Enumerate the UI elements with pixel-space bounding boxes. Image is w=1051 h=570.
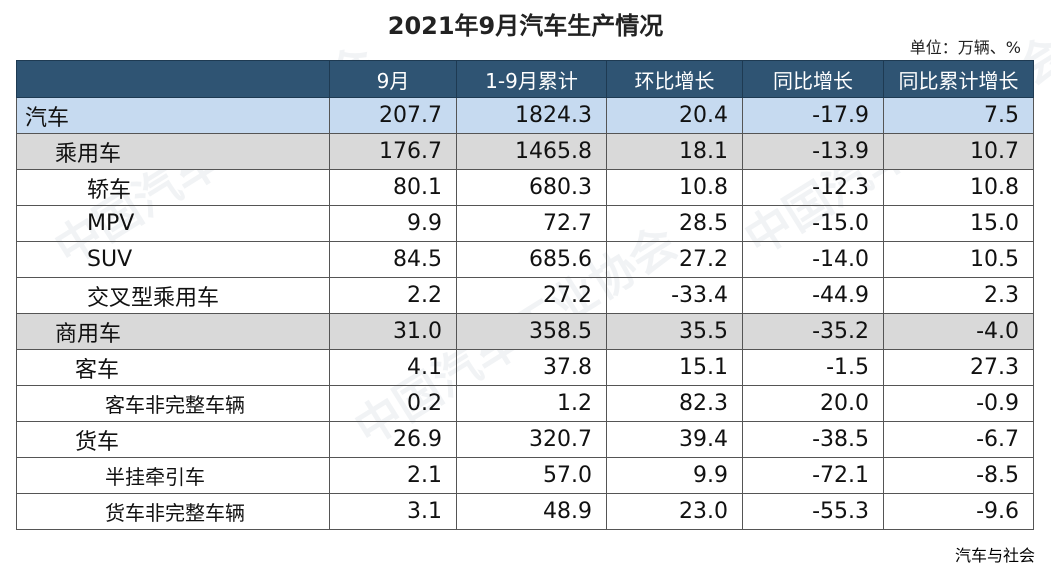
row-label: SUV: [16, 241, 330, 278]
table-cell: -38.5: [742, 421, 884, 458]
table-cell: -55.3: [742, 493, 884, 530]
row-label: 轿车: [16, 169, 330, 206]
table-cell: 680.3: [456, 169, 607, 206]
table-cell: -8.5: [883, 457, 1034, 494]
unit-label: 单位：万辆、%: [909, 38, 1021, 57]
table-cell: 1465.8: [456, 133, 607, 170]
table-cell: 1824.3: [456, 97, 607, 134]
table-cell: 18.1: [606, 133, 743, 170]
table-cell: 37.8: [456, 349, 607, 386]
table-row: 货车非完整车辆 3.1 48.9 23.0 -55.3 -9.6: [16, 493, 1034, 530]
column-header-september: 9月: [329, 60, 457, 98]
row-label: 客车非完整车辆: [16, 385, 330, 422]
table-cell: 2.2: [329, 277, 457, 314]
table-cell: 31.0: [329, 313, 457, 350]
table-cell: 20.0: [742, 385, 884, 422]
header-row: 9月 1-9月累计 环比增长 同比增长 同比累计增长: [16, 60, 1034, 98]
table-cell: 207.7: [329, 97, 457, 134]
row-label: 半挂牵引车: [16, 457, 330, 494]
column-header-category: [16, 60, 330, 98]
table-cell: -17.9: [742, 97, 884, 134]
column-header-ytd-yoy: 同比累计增长: [883, 60, 1034, 98]
table-cell: -1.5: [742, 349, 884, 386]
table-cell: -35.2: [742, 313, 884, 350]
table-cell: 7.5: [883, 97, 1034, 134]
table-row: 商用车 31.0 358.5 35.5 -35.2 -4.0: [16, 313, 1034, 350]
table-row: SUV 84.5 685.6 27.2 -14.0 10.5: [16, 241, 1034, 278]
table-cell: 0.2: [329, 385, 457, 422]
table-cell: 1.2: [456, 385, 607, 422]
table-cell: 10.8: [883, 169, 1034, 206]
row-label: 客车: [16, 349, 330, 386]
table-cell: -4.0: [883, 313, 1034, 350]
row-label: 商用车: [16, 313, 330, 350]
row-label: MPV: [16, 205, 330, 242]
table-cell: -12.3: [742, 169, 884, 206]
table-cell: -13.9: [742, 133, 884, 170]
table-cell: 2.1: [329, 457, 457, 494]
table-cell: 4.1: [329, 349, 457, 386]
table-cell: 2.3: [883, 277, 1034, 314]
table-cell: 27.3: [883, 349, 1034, 386]
source-label: 汽车与社会: [952, 542, 1037, 566]
table-cell: 9.9: [329, 205, 457, 242]
table-cell: 3.1: [329, 493, 457, 530]
table-cell: 80.1: [329, 169, 457, 206]
table-row: 客车 4.1 37.8 15.1 -1.5 27.3: [16, 349, 1034, 386]
table-row: 货车 26.9 320.7 39.4 -38.5 -6.7: [16, 421, 1034, 458]
table-cell: -9.6: [883, 493, 1034, 530]
table-cell: -72.1: [742, 457, 884, 494]
table-cell: -15.0: [742, 205, 884, 242]
row-label: 乘用车: [16, 133, 330, 170]
column-header-yoy: 同比增长: [742, 60, 884, 98]
table-row: 轿车 80.1 680.3 10.8 -12.3 10.8: [16, 169, 1034, 206]
table-row: 交叉型乘用车 2.2 27.2 -33.4 -44.9 2.3: [16, 277, 1034, 314]
production-table: 9月 1-9月累计 环比增长 同比增长 同比累计增长 汽车 207.7 1824.3…: [16, 60, 1034, 530]
table-cell: 57.0: [456, 457, 607, 494]
table-cell: 28.5: [606, 205, 743, 242]
table-cell: 10.5: [883, 241, 1034, 278]
table-cell: 82.3: [606, 385, 743, 422]
table-cell: 10.7: [883, 133, 1034, 170]
row-label: 交叉型乘用车: [16, 277, 330, 314]
row-label: 汽车: [16, 97, 330, 134]
table-cell: 9.9: [606, 457, 743, 494]
table-cell: 48.9: [456, 493, 607, 530]
table-cell: 15.1: [606, 349, 743, 386]
table-cell: 176.7: [329, 133, 457, 170]
table-cell: 35.5: [606, 313, 743, 350]
table-row: 客车非完整车辆 0.2 1.2 82.3 20.0 -0.9: [16, 385, 1034, 422]
table-cell: 358.5: [456, 313, 607, 350]
table-cell: -14.0: [742, 241, 884, 278]
page-title: 2021年9月汽车生产情况: [387, 12, 664, 40]
table-cell: 84.5: [329, 241, 457, 278]
table-cell: 20.4: [606, 97, 743, 134]
table-cell: 27.2: [456, 277, 607, 314]
table-cell: -0.9: [883, 385, 1034, 422]
table-row: MPV 9.9 72.7 28.5 -15.0 15.0: [16, 205, 1034, 242]
column-header-mom: 环比增长: [606, 60, 743, 98]
table-cell: 26.9: [329, 421, 457, 458]
table-cell: 23.0: [606, 493, 743, 530]
row-label: 货车: [16, 421, 330, 458]
table-cell: 10.8: [606, 169, 743, 206]
table-cell: 72.7: [456, 205, 607, 242]
table-cell: 39.4: [606, 421, 743, 458]
column-header-ytd: 1-9月累计: [456, 60, 607, 98]
table-cell: 320.7: [456, 421, 607, 458]
table-row: 半挂牵引车 2.1 57.0 9.9 -72.1 -8.5: [16, 457, 1034, 494]
table-row: 乘用车 176.7 1465.8 18.1 -13.9 10.7: [16, 133, 1034, 170]
table-cell: -44.9: [742, 277, 884, 314]
table-row: 汽车 207.7 1824.3 20.4 -17.9 7.5: [16, 97, 1034, 134]
table-cell: -6.7: [883, 421, 1034, 458]
table-cell: -33.4: [606, 277, 743, 314]
row-label: 货车非完整车辆: [16, 493, 330, 530]
table-cell: 685.6: [456, 241, 607, 278]
table-cell: 15.0: [883, 205, 1034, 242]
table-cell: 27.2: [606, 241, 743, 278]
